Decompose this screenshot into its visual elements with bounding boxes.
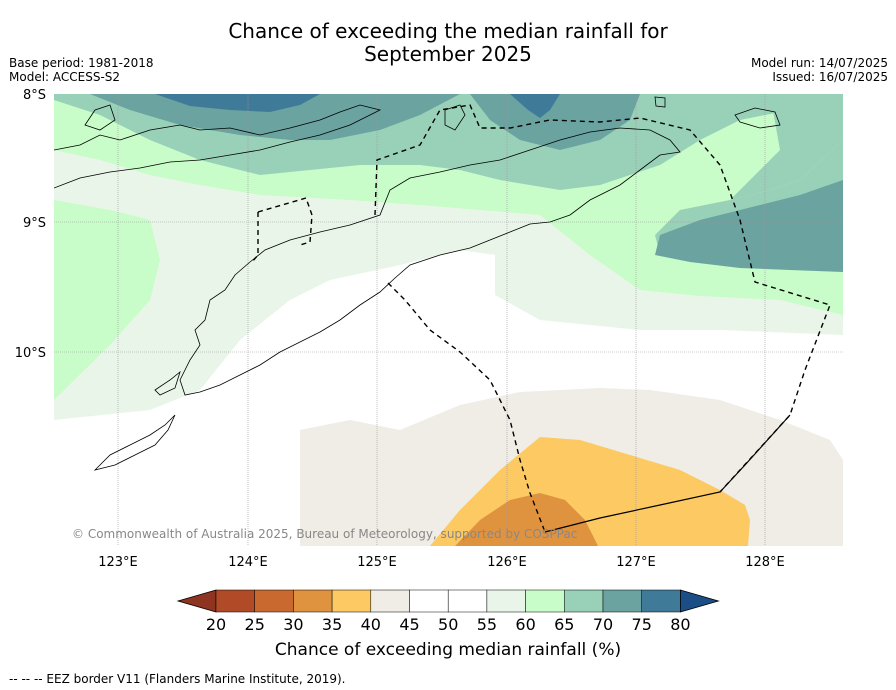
band-70-75-east xyxy=(655,180,843,272)
lon-label-124e: 124°E xyxy=(228,555,268,570)
eez-solid-segment xyxy=(544,414,791,533)
semau-island-outline xyxy=(154,370,181,396)
flores-coast-outline xyxy=(54,104,382,189)
map-fill-layer xyxy=(54,94,843,546)
colorbar-tick-label: 20 xyxy=(206,615,226,634)
band-70-75-north xyxy=(470,94,640,150)
colorbar-swatches xyxy=(176,589,720,613)
colorbar-swatch xyxy=(293,589,333,613)
colorbar-swatch xyxy=(409,589,449,613)
colorbar-tick-label: 55 xyxy=(477,615,497,634)
metadata-right: Model run: 14/07/2025 Issued: 16/07/2025 xyxy=(751,56,888,84)
lon-label-123e: 123°E xyxy=(98,555,138,570)
colorbar-tick-label: 45 xyxy=(399,615,419,634)
colorbar-swatch xyxy=(564,589,604,613)
band-30-35 xyxy=(455,493,598,546)
band-75-80-northwest xyxy=(155,94,320,112)
band-75-80-north xyxy=(510,94,560,118)
issued-label: Issued: 16/07/2025 xyxy=(772,70,888,84)
lat-label-10s: 10°S xyxy=(15,346,46,361)
map-gridlines xyxy=(54,94,843,546)
lat-label-9s: 9°S xyxy=(23,216,46,231)
small-island-3 xyxy=(654,96,666,108)
lon-label-126e: 126°E xyxy=(487,555,527,570)
colorbar-swatch xyxy=(215,589,255,613)
colorbar-title: Chance of exceeding median rainfall (%) xyxy=(274,640,622,660)
colorbar-tick-labels: 20 25 30 35 40 45 50 55 60 65 70 75 80 xyxy=(206,615,691,634)
band-60-65-west xyxy=(54,200,160,400)
colorbar-tick-label: 65 xyxy=(554,615,574,634)
colorbar-tick-label: 50 xyxy=(438,615,458,634)
base-period-label: Base period: 1981-2018 xyxy=(9,56,154,70)
colorbar-tick-label: 75 xyxy=(632,615,652,634)
colorbar-tick-label: 80 xyxy=(670,615,690,634)
chart-title: Chance of exceeding the median rainfall … xyxy=(0,20,896,66)
colorbar-swatch xyxy=(525,589,565,613)
colorbar-arrow-low xyxy=(176,589,217,613)
colorbar-swatch xyxy=(486,589,526,613)
timor-island-outline xyxy=(179,127,681,396)
colorbar-tick-label: 30 xyxy=(283,615,303,634)
band-70-75-northwest xyxy=(90,94,460,140)
eez-segment-2 xyxy=(251,212,259,263)
colorbar-swatch xyxy=(331,589,372,613)
rote-island-outline xyxy=(93,414,176,471)
colorbar-swatch xyxy=(447,589,488,613)
colorbar-swatch xyxy=(254,589,294,613)
colorbar-swatch xyxy=(370,589,410,613)
eez-segment-4 xyxy=(387,282,546,533)
small-island-2 xyxy=(734,107,781,129)
coastlines xyxy=(54,96,781,471)
copyright-text: © Commonwealth of Australia 2025, Bureau… xyxy=(72,527,577,541)
eez-legend-footer: -- -- -- EEZ border V11 (Flanders Marine… xyxy=(9,672,346,686)
metadata-left: Base period: 1981-2018 Model: ACCESS-S2 xyxy=(9,56,154,84)
colorbar-tick-label: 25 xyxy=(245,615,265,634)
band-65-70-northeast xyxy=(730,94,843,200)
small-island-1 xyxy=(84,104,116,131)
colorbar-tick-label: 35 xyxy=(322,615,342,634)
colorbar-swatch xyxy=(641,589,681,613)
colorbar-arrow-high xyxy=(680,589,720,613)
small-island-4 xyxy=(444,104,466,131)
lon-label-127e: 127°E xyxy=(616,555,656,570)
title-line-2: September 2025 xyxy=(364,42,532,66)
colorbar-tick-label: 70 xyxy=(593,615,613,634)
colorbar-tick-label: 40 xyxy=(361,615,381,634)
lon-label-128e: 128°E xyxy=(745,555,785,570)
eez-border xyxy=(251,104,831,533)
title-line-1: Chance of exceeding the median rainfall … xyxy=(228,19,668,43)
colorbar-swatch xyxy=(602,589,642,613)
model-label: Model: ACCESS-S2 xyxy=(9,70,121,84)
lat-label-8s: 8°S xyxy=(23,88,46,103)
colorbar-tick-label: 60 xyxy=(515,615,535,634)
lon-label-125e: 125°E xyxy=(357,555,397,570)
model-run-label: Model run: 14/07/2025 xyxy=(750,56,888,70)
